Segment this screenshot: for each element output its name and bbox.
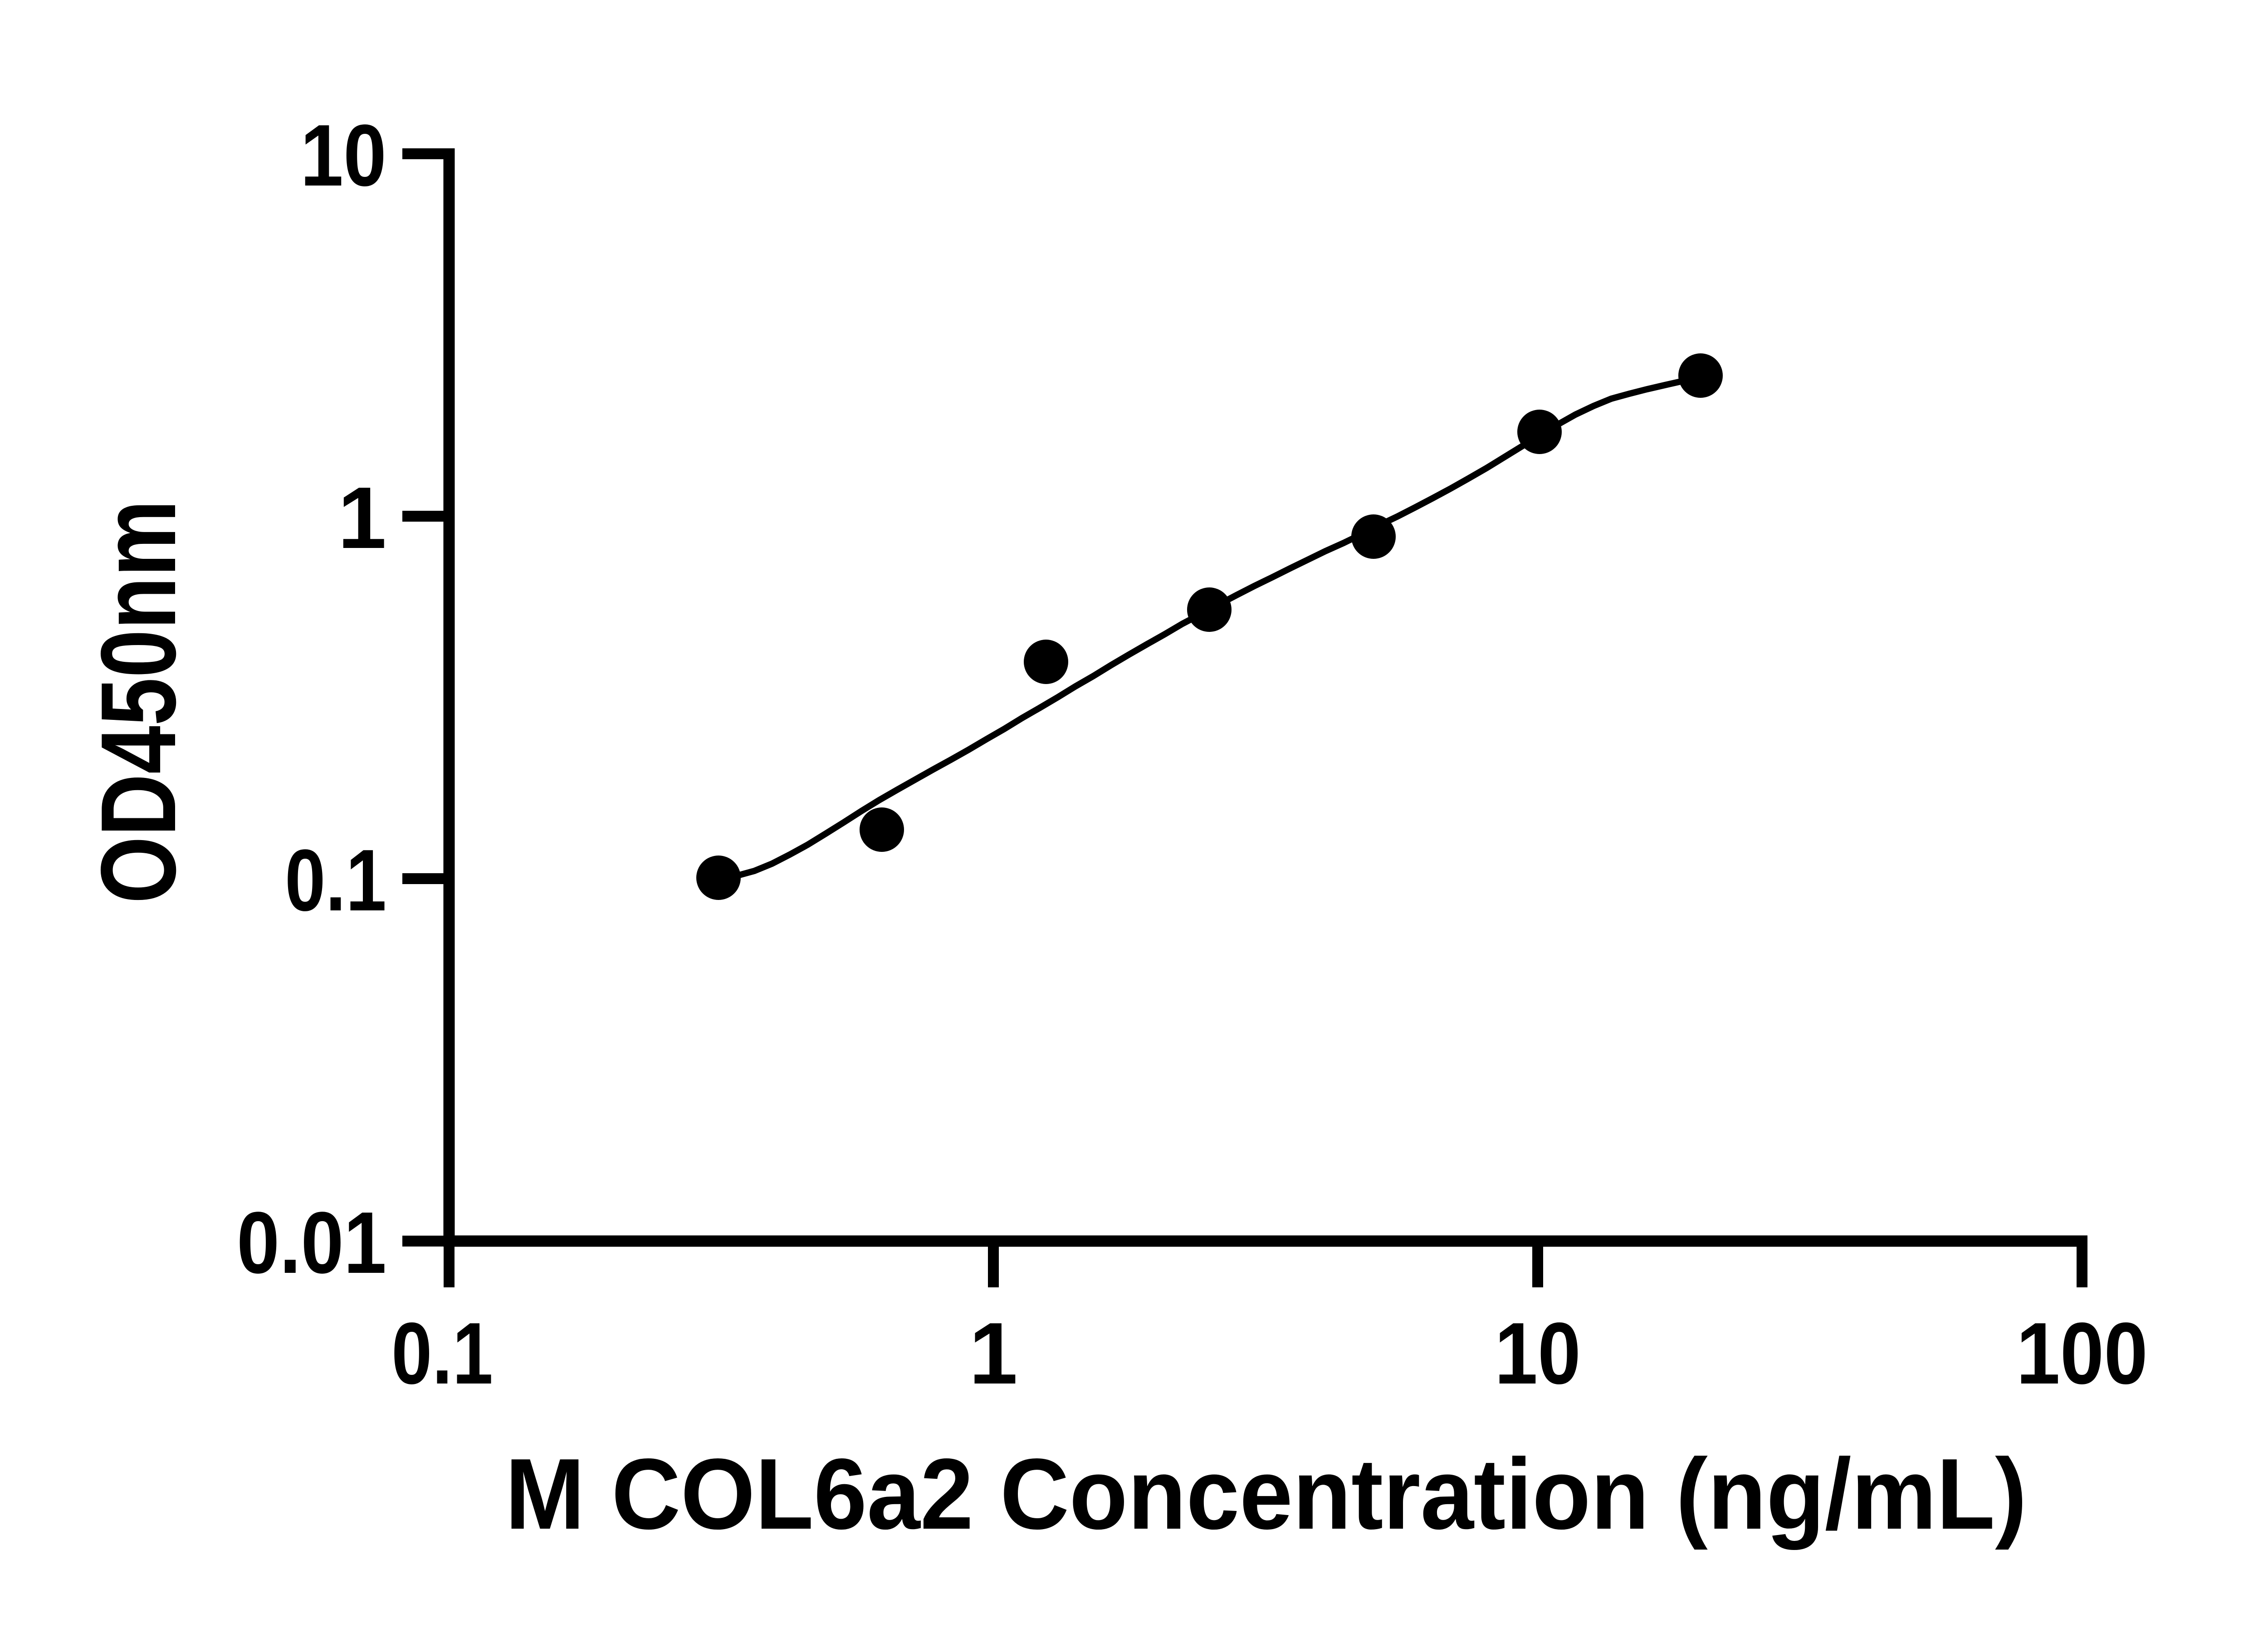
svg-text:0.1: 0.1 <box>391 1304 493 1402</box>
svg-text:0.1: 0.1 <box>285 831 386 929</box>
svg-text:1: 1 <box>969 1304 1017 1402</box>
svg-text:M COL6a2 Concentration (ng/mL): M COL6a2 Concentration (ng/mL) <box>505 1438 2027 1550</box>
svg-text:1: 1 <box>338 469 386 567</box>
svg-text:OD450nm: OD450nm <box>78 500 198 904</box>
svg-text:100: 100 <box>2016 1304 2148 1402</box>
svg-text:0.01: 0.01 <box>237 1193 386 1291</box>
svg-text:10: 10 <box>1495 1304 1581 1402</box>
svg-text:10: 10 <box>300 106 386 204</box>
